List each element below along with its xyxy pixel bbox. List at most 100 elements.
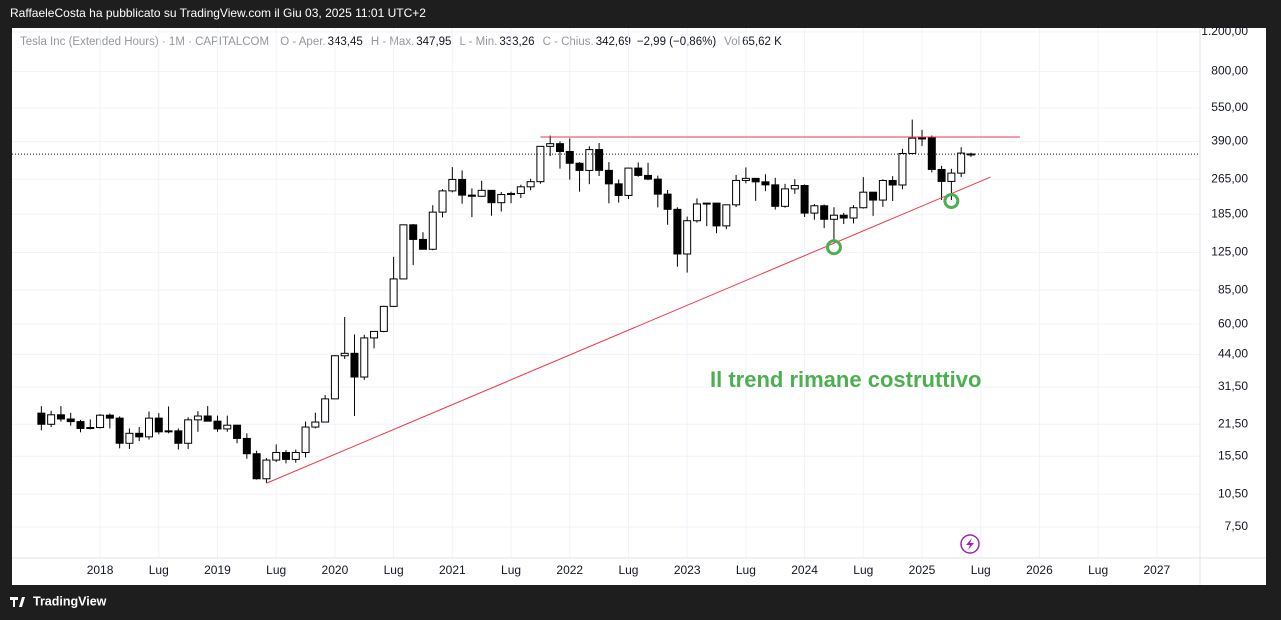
candle-body <box>330 355 339 400</box>
candle-body <box>722 204 731 227</box>
candle-body <box>820 205 829 220</box>
candle-body <box>184 419 193 444</box>
candle-body <box>839 214 848 219</box>
candle-body <box>869 191 878 201</box>
candle-body <box>878 180 887 201</box>
legend-value: 347,95 <box>416 36 451 48</box>
candle-body <box>428 211 437 250</box>
symbol: Tesla Inc (Extended Hours) · 1M · CAPITA… <box>20 36 269 48</box>
candle-body <box>507 192 516 196</box>
candle-body <box>174 430 183 444</box>
candle-body <box>272 452 281 461</box>
candle-body <box>321 398 330 423</box>
highlight-circle <box>943 193 960 210</box>
candle-body <box>732 179 741 206</box>
candle-body <box>262 459 271 480</box>
candle-body <box>751 177 760 183</box>
candle-body <box>585 149 594 171</box>
candle-body <box>340 352 349 357</box>
x-tick-label: Lug <box>501 563 521 577</box>
y-tick-label: 1.200,00 <box>1201 24 1248 38</box>
candle-body <box>829 214 838 220</box>
candle-body <box>37 412 46 425</box>
candle-body <box>937 168 946 182</box>
candle-body <box>546 143 555 147</box>
candle-body <box>918 137 927 140</box>
candle-body <box>800 185 809 214</box>
candle-body <box>203 415 212 422</box>
candle-body <box>47 414 56 425</box>
y-tick-label: 10,50 <box>1218 486 1248 500</box>
candle-body <box>555 143 564 152</box>
y-tick-label: 60,00 <box>1218 316 1248 330</box>
candle-body <box>66 418 75 423</box>
candle-body <box>898 152 907 186</box>
candle-body <box>213 420 222 430</box>
candle-body <box>252 453 261 480</box>
candle-body <box>154 417 163 433</box>
candle-body <box>409 224 418 240</box>
legend-label: H - Max. <box>371 36 414 48</box>
x-tick-label: 2022 <box>556 563 583 577</box>
y-tick-label: 44,00 <box>1218 347 1248 361</box>
candle-body <box>565 150 574 164</box>
candle-body <box>233 424 242 439</box>
candle-body <box>96 414 105 429</box>
footer: TradingView <box>33 594 107 608</box>
y-tick-label: 800,00 <box>1211 64 1248 78</box>
candle-body <box>291 452 300 460</box>
x-tick-label: Lug <box>384 563 404 577</box>
candle-body <box>781 188 790 207</box>
candle-body <box>947 172 956 182</box>
candle-body <box>467 194 476 197</box>
x-tick-label: 2021 <box>439 563 466 577</box>
candle-body <box>771 184 780 207</box>
chart-area <box>12 28 1266 585</box>
candle-body <box>242 437 251 455</box>
candle-body <box>76 421 85 429</box>
candle-body <box>418 238 427 250</box>
candle-body <box>144 417 153 438</box>
x-tick-label: 2018 <box>87 563 114 577</box>
candle-body <box>516 186 525 194</box>
top-banner: RaffaeleCosta ha pubblicato su TradingVi… <box>10 6 426 20</box>
legend-value: 65,62 K <box>742 36 782 48</box>
candle-body <box>399 224 408 280</box>
candle-body <box>673 208 682 255</box>
candle-body <box>105 414 114 419</box>
y-tick-label: 185,00 <box>1211 206 1248 220</box>
y-tick-label: 125,00 <box>1211 245 1248 259</box>
y-tick-label: 85,00 <box>1218 282 1248 296</box>
candle-body <box>448 178 457 192</box>
x-tick-label: 2020 <box>322 563 349 577</box>
candle-body <box>193 415 202 421</box>
trend-line <box>266 176 991 484</box>
legend-label: L - Min. <box>459 36 497 48</box>
x-tick-label: 2027 <box>1144 563 1171 577</box>
lightning-icon[interactable] <box>960 534 980 554</box>
candle-body <box>859 191 868 209</box>
y-tick-label: 21,50 <box>1218 416 1248 430</box>
candle-body <box>438 190 447 213</box>
legend-label: O - Aper. <box>280 36 325 48</box>
candle-body <box>458 178 467 196</box>
candle-body <box>663 193 672 210</box>
x-tick-label: Lug <box>853 563 873 577</box>
legend-value: −2,99 (−0,86%) <box>637 36 716 48</box>
candle-body <box>135 432 144 438</box>
candle-body <box>350 352 359 378</box>
candle-body <box>927 137 936 170</box>
candle-body <box>712 202 721 227</box>
candle-body <box>683 220 692 255</box>
legend-value: 343,45 <box>328 36 363 48</box>
x-tick-label: 2019 <box>204 563 231 577</box>
candle-body <box>526 181 535 188</box>
y-tick-label: 7,50 <box>1225 519 1249 533</box>
candle-body <box>966 153 975 156</box>
candle-body <box>575 162 584 171</box>
legend-label: Vol <box>724 36 740 48</box>
y-tick-label: 15,50 <box>1218 448 1248 462</box>
candle-body <box>487 189 496 204</box>
x-tick-label: 2026 <box>1026 563 1053 577</box>
